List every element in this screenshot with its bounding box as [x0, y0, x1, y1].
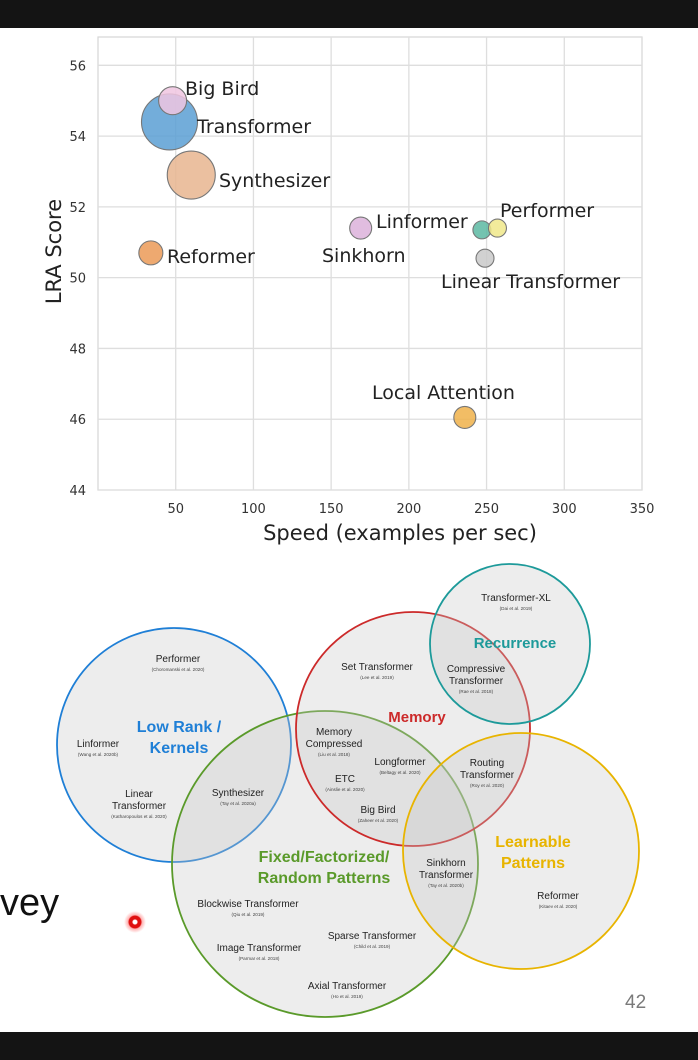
x-tick-label: 250 — [474, 502, 499, 517]
model-citation-image-transformer: (Parmar et al. 2018) — [239, 956, 280, 961]
point-label-transformer: Transformer — [196, 116, 311, 138]
y-tick-label: 44 — [69, 484, 86, 499]
lra-speed-scatter-chart: 50 100 150 200 250 300 350 44 46 48 50 52 54 56 Speed … — [42, 36, 655, 545]
model-citation-reformer: (Kitaev et al. 2020) — [539, 904, 578, 909]
model-citation-longformer: (Beltagy et al. 2020) — [379, 770, 421, 775]
y-axis-label: LRA Score — [42, 199, 66, 304]
model-citation-memory-compressed: (Liu et al. 2018) — [318, 752, 350, 757]
model-citation-compressive-transformer: (Rae et al. 2018) — [459, 689, 494, 694]
model-name-blockwise-transformer: Blockwise Transformer — [197, 899, 299, 910]
model-citation-performer: (Choromanski et al. 2020) — [152, 667, 205, 672]
model-citation-linear-transformer: (Katharopoulos et al. 2020) — [111, 814, 167, 819]
set-circle-fixed-factorized-random-patterns — [171, 710, 479, 1018]
model-name-linear-transformer: Transformer — [112, 801, 167, 812]
set-label-learnable-patterns: Learnable — [495, 834, 571, 851]
x-tick-label: 350 — [630, 502, 655, 517]
y-tick-label: 52 — [69, 201, 86, 216]
slide-page-number: 42 — [625, 992, 647, 1013]
model-citation-sparse-transformer: (Child et al. 2019) — [354, 944, 391, 949]
model-citation-transformer-xl: (Dai et al. 2019) — [500, 606, 533, 611]
model-name-routing-transformer: Routing — [470, 758, 504, 769]
y-tick-label: 50 — [69, 272, 86, 287]
model-name-etc: ETC — [335, 774, 355, 785]
model-name-synthesizer: Synthesizer — [212, 788, 265, 799]
slide-text-fragment: vey — [0, 882, 60, 924]
y-tick-label: 48 — [69, 342, 86, 357]
model-citation-set-transformer: (Lee et al. 2019) — [360, 675, 394, 680]
point-reformer — [138, 240, 164, 266]
model-citation-etc: (Ainslie et al. 2020) — [325, 787, 365, 792]
model-name-compressive-transformer: Transformer — [449, 676, 504, 687]
x-tick-label: 150 — [319, 502, 344, 517]
model-citation-linformer: (Wang et al. 2020b) — [78, 752, 119, 757]
top-letterbox-bar — [0, 0, 698, 28]
model-name-linformer: Linformer — [77, 739, 120, 750]
set-label-low-rank-kernels: Low Rank / — [137, 719, 222, 736]
model-name-set-transformer: Set Transformer — [341, 662, 413, 673]
model-citation-synthesizer: (Tay et al. 2020a) — [220, 801, 256, 806]
set-circle-memory — [295, 611, 531, 847]
set-circle-low-rank-kernels — [56, 627, 292, 863]
set-label-fixed-factorized-random-patterns: Random Patterns — [258, 870, 391, 887]
model-name-sinkhorn-transformer: Transformer — [419, 870, 474, 881]
point-linear-transformer — [475, 248, 495, 268]
model-name-compressive-transformer: Compressive — [447, 664, 506, 675]
point-label-synthesizer: Synthesizer — [219, 170, 330, 192]
model-name-performer: Performer — [156, 654, 201, 665]
set-circle-recurrence — [429, 563, 591, 725]
model-citation-axial-transformer: (Ho et al. 2019) — [331, 994, 363, 999]
y-tick-label: 46 — [69, 413, 86, 428]
model-name-routing-transformer: Transformer — [460, 770, 515, 781]
model-name-longformer: Longformer — [374, 757, 426, 768]
set-label-fixed-factorized-random-patterns: Fixed/Factorized/ — [259, 849, 390, 866]
model-citation-sinkhorn-transformer: (Tay et al. 2020b) — [428, 883, 464, 888]
x-tick-label: 100 — [241, 502, 266, 517]
model-citation-blockwise-transformer: (Qiu et al. 2019) — [232, 912, 265, 917]
set-label-recurrence: Recurrence — [474, 635, 557, 652]
x-axis-label: Speed (examples per sec) — [263, 521, 537, 545]
set-label-low-rank-kernels: Kernels — [150, 740, 209, 757]
efficient-transformer-venn-diagram: Low Rank / Kernels Memory Recurrence Learnab… — [56, 563, 640, 1018]
point-sinkhorn — [349, 216, 373, 240]
x-tick-label: 50 — [167, 502, 184, 517]
point-local-attention — [453, 405, 477, 429]
laser-pointer-dot — [124, 911, 146, 933]
point-label-linformer: Linformer — [376, 211, 468, 233]
model-name-axial-transformer: Axial Transformer — [308, 981, 387, 992]
set-label-memory: Memory — [388, 709, 446, 726]
point-performer — [487, 218, 508, 238]
set-circle-learnable-patterns — [402, 732, 640, 970]
y-tick-label: 56 — [69, 59, 86, 74]
point-label-linear-transformer: Linear Transformer — [441, 271, 620, 293]
x-tick-label: 200 — [396, 502, 421, 517]
point-synthesizer — [166, 150, 216, 200]
y-tick-label: 54 — [69, 130, 86, 145]
bottom-letterbox-bar — [0, 1032, 698, 1060]
set-label-learnable-patterns: Patterns — [501, 855, 565, 872]
model-name-big-bird: Big Bird — [360, 805, 395, 816]
model-name-reformer: Reformer — [537, 891, 579, 902]
model-name-sparse-transformer: Sparse Transformer — [328, 931, 417, 942]
point-label-performer: Performer — [500, 200, 594, 222]
model-name-memory-compressed: Compressed — [306, 739, 363, 750]
model-name-memory-compressed: Memory — [316, 727, 352, 738]
point-label-big-bird: Big Bird — [185, 78, 259, 100]
model-name-transformer-xl: Transformer-XL — [481, 593, 551, 604]
model-citation-routing-transformer: (Roy et al. 2020) — [470, 783, 504, 788]
model-name-linear-transformer: Linear — [125, 789, 153, 800]
point-label-reformer: Reformer — [167, 246, 255, 268]
model-citation-big-bird: (Zaheer et al. 2020) — [358, 818, 399, 823]
point-big-bird — [158, 86, 188, 116]
model-name-image-transformer: Image Transformer — [217, 943, 302, 954]
point-label-sinkhorn: Sinkhorn — [322, 245, 406, 267]
model-name-sinkhorn-transformer: Sinkhorn — [426, 858, 465, 869]
x-tick-label: 300 — [552, 502, 577, 517]
point-label-local-attention: Local Attention — [372, 382, 515, 404]
